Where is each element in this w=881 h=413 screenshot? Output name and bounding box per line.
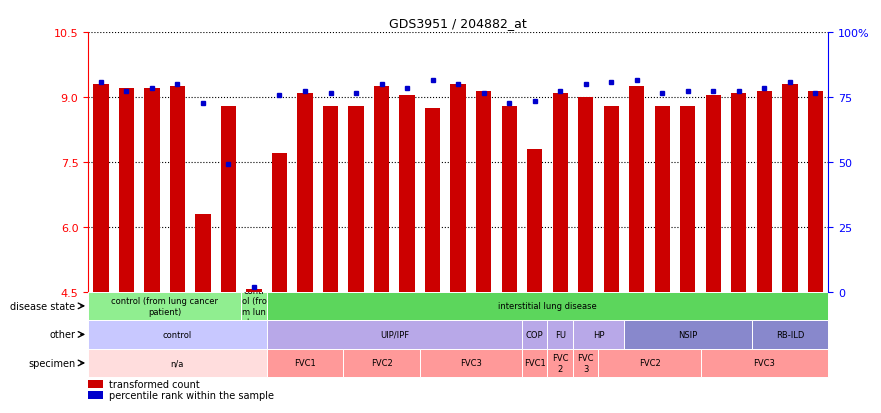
Text: FVC1: FVC1 — [524, 358, 545, 368]
Bar — [399, 95, 415, 292]
Bar — [527, 150, 543, 292]
Bar — [221, 107, 236, 292]
Bar — [88, 349, 267, 377]
Text: NSIP: NSIP — [678, 330, 698, 339]
Bar — [322, 107, 338, 292]
Bar — [476, 91, 492, 292]
Text: control (from lung cancer
patient): control (from lung cancer patient) — [111, 297, 218, 316]
Bar — [603, 107, 618, 292]
Bar — [547, 349, 573, 377]
Bar — [267, 320, 522, 349]
Text: HP: HP — [593, 330, 604, 339]
Bar — [731, 93, 746, 292]
Text: interstitial lung disease: interstitial lung disease — [498, 301, 596, 311]
Bar — [144, 89, 159, 292]
Text: control: control — [163, 330, 192, 339]
Bar — [629, 87, 644, 292]
Bar — [706, 95, 721, 292]
Bar — [88, 391, 103, 399]
Bar — [522, 349, 547, 377]
Bar — [344, 349, 420, 377]
Bar — [93, 85, 108, 292]
Bar — [700, 349, 828, 377]
Bar — [298, 93, 313, 292]
Text: FU: FU — [555, 330, 566, 339]
Bar — [196, 214, 211, 292]
Bar — [680, 107, 695, 292]
Bar — [578, 98, 594, 292]
Bar — [450, 85, 466, 292]
Bar — [170, 87, 185, 292]
Bar — [247, 290, 262, 292]
Bar — [88, 320, 267, 349]
Bar — [267, 292, 828, 320]
Bar — [751, 320, 828, 349]
Bar — [552, 93, 568, 292]
Bar — [782, 85, 797, 292]
Bar — [598, 349, 700, 377]
Bar — [573, 320, 624, 349]
Bar — [624, 320, 751, 349]
Text: FVC
2: FVC 2 — [552, 354, 568, 373]
Bar — [501, 107, 517, 292]
Bar — [547, 320, 573, 349]
Text: disease state: disease state — [11, 301, 76, 311]
Bar — [272, 154, 287, 292]
Text: contr
ol (fro
m lun
g trans: contr ol (fro m lun g trans — [239, 286, 269, 326]
Bar — [348, 107, 364, 292]
Bar — [267, 349, 344, 377]
Text: FVC2: FVC2 — [371, 358, 392, 368]
Bar — [88, 380, 103, 388]
Bar — [573, 349, 598, 377]
Bar — [522, 320, 547, 349]
Text: FVC1: FVC1 — [294, 358, 316, 368]
Text: FVC
3: FVC 3 — [577, 354, 594, 373]
Text: n/a: n/a — [171, 358, 184, 368]
Text: transformed count: transformed count — [108, 379, 199, 389]
Text: COP: COP — [526, 330, 544, 339]
Text: RB-ILD: RB-ILD — [775, 330, 804, 339]
Bar — [655, 107, 670, 292]
Bar — [374, 87, 389, 292]
Text: FVC2: FVC2 — [639, 358, 661, 368]
Text: UIP/IPF: UIP/IPF — [380, 330, 409, 339]
Text: percentile rank within the sample: percentile rank within the sample — [108, 390, 273, 400]
Text: other: other — [49, 330, 76, 339]
Text: FVC3: FVC3 — [753, 358, 775, 368]
Text: FVC3: FVC3 — [460, 358, 482, 368]
Bar — [420, 349, 522, 377]
Bar — [88, 292, 241, 320]
Text: GDS3951 / 204882_at: GDS3951 / 204882_at — [389, 17, 527, 29]
Text: specimen: specimen — [28, 358, 76, 368]
Bar — [808, 91, 823, 292]
Bar — [425, 109, 440, 292]
Bar — [119, 89, 134, 292]
Bar — [757, 91, 772, 292]
Bar — [241, 292, 267, 320]
